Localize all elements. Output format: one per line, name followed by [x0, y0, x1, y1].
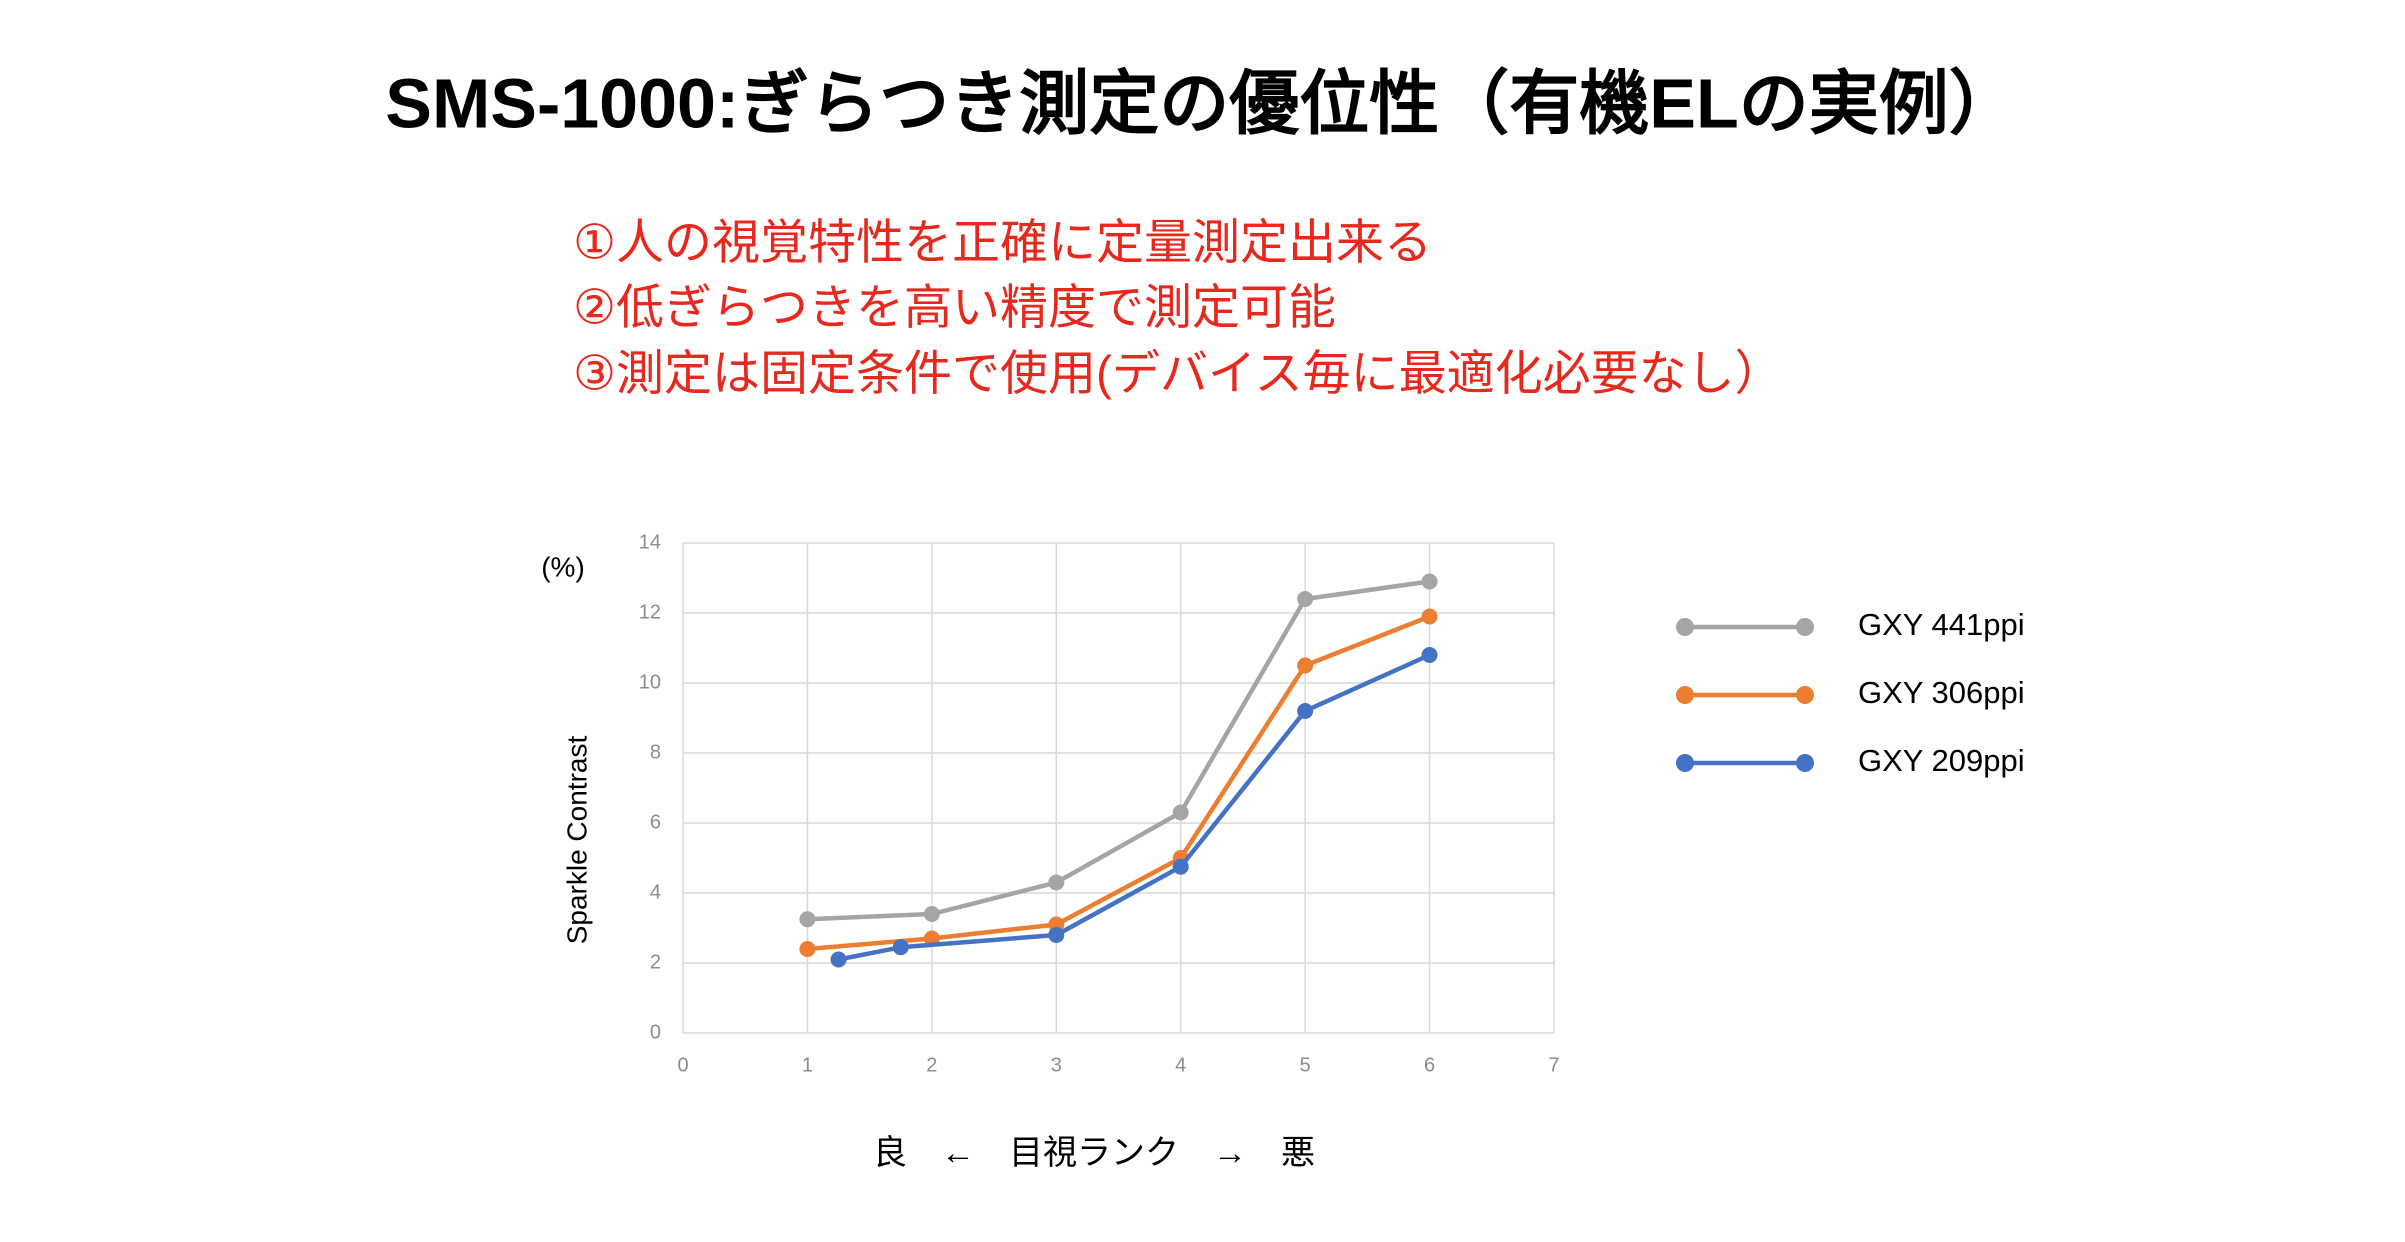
y-tick-label: 6 — [650, 811, 661, 833]
x-axis-label: 良 ← 目視ランク → 悪 — [873, 1134, 1315, 1172]
data-point — [1172, 858, 1189, 875]
y-tick-label: 12 — [639, 601, 661, 623]
data-point — [1421, 573, 1438, 590]
point: ③測定は固定条件で使用(デバイス毎に最適化必要なし） — [573, 348, 1783, 401]
data-point — [1172, 804, 1189, 821]
slide-title: SMS-1000:ぎらつき測定の優位性（有機ELの実例） — [385, 64, 2018, 142]
legend-marker — [1796, 618, 1814, 636]
legend-marker — [1796, 754, 1814, 772]
data-point — [892, 939, 909, 956]
data-point — [1421, 608, 1438, 625]
y-tick-label: 0 — [650, 1021, 661, 1043]
y-tick-label: 2 — [650, 951, 661, 973]
data-point — [799, 911, 816, 928]
data-point — [799, 941, 816, 957]
legend-marker — [1676, 686, 1694, 704]
legend-label: GXY 306ppi — [1858, 675, 2025, 710]
y-tick-label: 8 — [650, 741, 661, 763]
point: ①人の視覚特性を正確に定量測定出来る — [573, 217, 1432, 270]
data-point — [1048, 874, 1065, 891]
data-point — [1297, 591, 1314, 607]
x-tick-label: 5 — [1300, 1054, 1311, 1076]
series-line — [807, 579, 1430, 922]
legend-label: GXY 209ppi — [1858, 743, 2025, 778]
x-tick-label: 7 — [1548, 1054, 1559, 1076]
y-unit: (%) — [541, 551, 585, 582]
y-tick-label: 14 — [639, 531, 661, 553]
x-tick-label: 2 — [926, 1054, 937, 1076]
legend-marker — [1676, 618, 1694, 636]
series-line — [838, 652, 1431, 962]
legend-marker — [1796, 686, 1814, 704]
data-point — [1421, 647, 1438, 663]
x-tick-label: 0 — [677, 1054, 688, 1076]
y-tick-label: 10 — [639, 671, 661, 693]
series-line — [807, 614, 1431, 952]
x-tick-label: 4 — [1175, 1054, 1186, 1076]
point: ②低ぎらつきを高い精度で測定可能 — [573, 282, 1336, 335]
data-point — [830, 951, 847, 968]
data-point — [1297, 703, 1314, 719]
x-tick-label: 1 — [802, 1054, 813, 1076]
legend-marker — [1676, 754, 1694, 772]
data-point — [1048, 927, 1065, 943]
y-tick-label: 4 — [650, 881, 661, 903]
x-tick-label: 3 — [1051, 1054, 1062, 1076]
y-axis-label: Sparkle Contrast — [561, 736, 592, 945]
legend-label: GXY 441ppi — [1858, 607, 2025, 642]
data-point — [923, 906, 940, 922]
x-tick-label: 6 — [1424, 1054, 1435, 1076]
data-point — [1297, 657, 1314, 674]
